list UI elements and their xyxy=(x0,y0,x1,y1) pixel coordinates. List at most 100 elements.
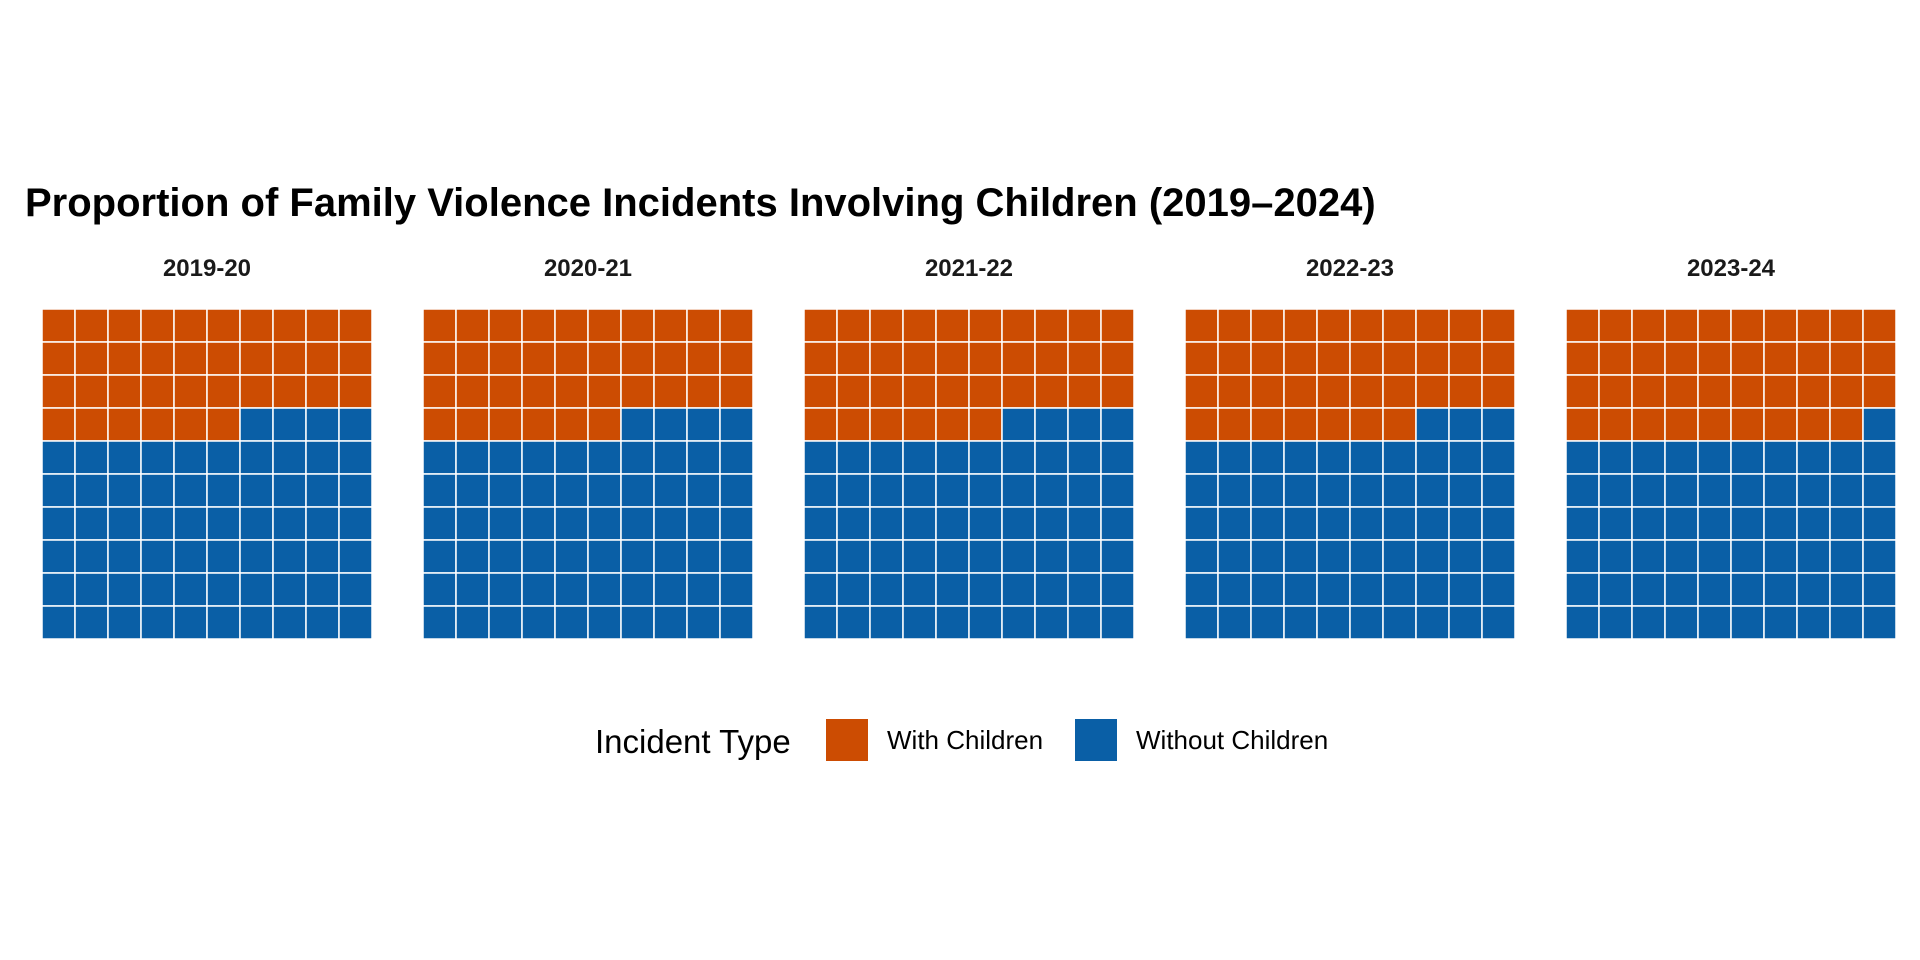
tile-with-children xyxy=(1316,341,1351,376)
tile-with-children xyxy=(173,374,208,409)
tile-without-children xyxy=(1631,605,1666,640)
tile-without-children xyxy=(1349,473,1384,508)
tile-with-children xyxy=(1382,374,1417,409)
tile-without-children xyxy=(488,605,523,640)
tile-without-children xyxy=(1730,539,1765,574)
tile-with-children xyxy=(1448,374,1483,409)
tile-without-children xyxy=(1598,506,1633,541)
tile-with-children xyxy=(305,341,340,376)
tile-without-children xyxy=(869,605,904,640)
tile-without-children xyxy=(620,539,655,574)
tile-without-children xyxy=(1184,572,1219,607)
tile-without-children xyxy=(140,473,175,508)
tile-without-children xyxy=(1730,605,1765,640)
tile-without-children xyxy=(1250,572,1285,607)
tile-without-children xyxy=(1598,440,1633,475)
tile-without-children xyxy=(1796,572,1831,607)
facet-panel-2022-23: 2022-23 xyxy=(1184,255,1516,640)
tile-with-children xyxy=(1631,308,1666,343)
tile-without-children xyxy=(587,539,622,574)
tile-without-children xyxy=(1349,506,1384,541)
tile-without-children xyxy=(1631,572,1666,607)
tile-with-children xyxy=(41,374,76,409)
legend: Incident Type With Children Without Child… xyxy=(595,719,1328,761)
tile-with-children xyxy=(1184,308,1219,343)
tile-without-children xyxy=(338,605,373,640)
tile-without-children xyxy=(719,473,754,508)
tile-without-children xyxy=(653,539,688,574)
tile-with-children xyxy=(140,407,175,442)
tile-with-children xyxy=(902,374,937,409)
tile-without-children xyxy=(1631,440,1666,475)
tile-with-children xyxy=(968,341,1003,376)
tile-without-children xyxy=(1001,539,1036,574)
tile-with-children xyxy=(935,374,970,409)
tile-without-children xyxy=(968,440,1003,475)
tile-without-children xyxy=(305,605,340,640)
tile-with-children xyxy=(521,308,556,343)
tile-without-children xyxy=(869,506,904,541)
tile-with-children xyxy=(1829,308,1864,343)
facet-label: 2019-20 xyxy=(163,255,251,282)
tile-with-children xyxy=(206,374,241,409)
tile-without-children xyxy=(521,605,556,640)
tile-without-children xyxy=(1631,473,1666,508)
tile-without-children xyxy=(620,572,655,607)
tile-without-children xyxy=(1034,605,1069,640)
tile-without-children xyxy=(869,440,904,475)
tile-without-children xyxy=(1598,572,1633,607)
tile-without-children xyxy=(338,572,373,607)
tile-with-children xyxy=(338,341,373,376)
tile-without-children xyxy=(239,539,274,574)
tile-without-children xyxy=(1316,539,1351,574)
tile-without-children xyxy=(422,539,457,574)
tile-without-children xyxy=(1067,473,1102,508)
tile-with-children xyxy=(41,341,76,376)
tile-with-children xyxy=(968,407,1003,442)
tile-without-children xyxy=(1034,572,1069,607)
tile-with-children xyxy=(1829,341,1864,376)
tile-without-children xyxy=(719,506,754,541)
tile-with-children xyxy=(719,374,754,409)
tile-with-children xyxy=(1565,308,1600,343)
tile-without-children xyxy=(653,572,688,607)
tile-without-children xyxy=(1184,605,1219,640)
tile-without-children xyxy=(1067,572,1102,607)
tile-with-children xyxy=(107,407,142,442)
tile-with-children xyxy=(1100,374,1135,409)
tile-with-children xyxy=(1829,407,1864,442)
tile-with-children xyxy=(1631,407,1666,442)
tile-with-children xyxy=(587,374,622,409)
tile-with-children xyxy=(554,308,589,343)
tile-with-children xyxy=(1250,341,1285,376)
tile-without-children xyxy=(422,572,457,607)
tile-without-children xyxy=(1763,506,1798,541)
tile-without-children xyxy=(803,473,838,508)
tile-with-children xyxy=(587,341,622,376)
tile-with-children xyxy=(968,308,1003,343)
tile-with-children xyxy=(1796,341,1831,376)
tile-without-children xyxy=(1100,539,1135,574)
tile-without-children xyxy=(719,407,754,442)
tile-without-children xyxy=(869,473,904,508)
tile-without-children xyxy=(488,572,523,607)
tile-without-children xyxy=(1415,473,1450,508)
tile-with-children xyxy=(338,374,373,409)
tile-without-children xyxy=(1349,605,1384,640)
tile-with-children xyxy=(455,308,490,343)
tile-with-children xyxy=(554,341,589,376)
tile-without-children xyxy=(554,440,589,475)
tile-without-children xyxy=(1316,605,1351,640)
tile-without-children xyxy=(41,473,76,508)
tile-with-children xyxy=(1730,407,1765,442)
tile-without-children xyxy=(902,506,937,541)
tile-with-children xyxy=(1067,308,1102,343)
tile-without-children xyxy=(1862,407,1897,442)
tile-without-children xyxy=(1184,440,1219,475)
tile-without-children xyxy=(272,539,307,574)
tile-with-children xyxy=(902,341,937,376)
tile-with-children xyxy=(1001,341,1036,376)
tile-without-children xyxy=(272,605,307,640)
tile-without-children xyxy=(1796,440,1831,475)
tile-without-children xyxy=(74,539,109,574)
